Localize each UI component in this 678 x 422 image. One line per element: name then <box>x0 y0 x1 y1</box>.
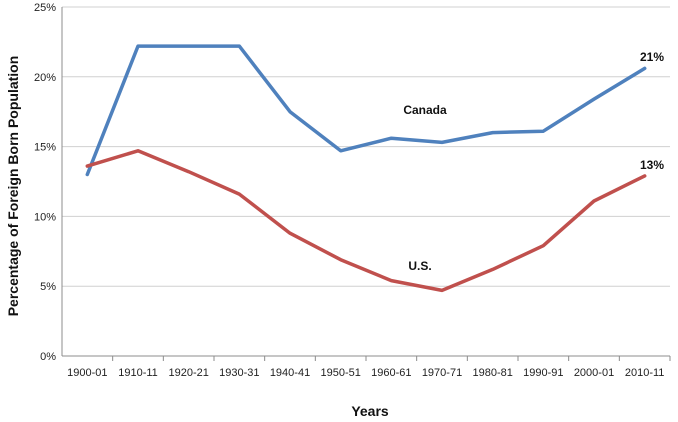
series-label-us: U.S. <box>408 259 431 273</box>
series-line-0 <box>85 44 647 177</box>
series-layer <box>85 44 647 293</box>
x-tick-label-5: 1950-51 <box>320 367 360 379</box>
x-tick-label-1: 1910-11 <box>118 367 158 379</box>
grid-layer <box>62 6 670 287</box>
series-line-1 <box>85 149 647 293</box>
y-tick-label-4: 20% <box>34 72 56 84</box>
label-layer: Years Percentage of Foreign Born Populat… <box>5 50 664 419</box>
x-tick-label-6: 1960-61 <box>371 367 411 379</box>
x-tick-label-8: 1980-81 <box>472 367 512 379</box>
y-tick-label-0: 0% <box>40 351 56 363</box>
x-tick-label-2: 1920-21 <box>168 367 208 379</box>
y-tick-label-5: 25% <box>34 2 56 14</box>
y-tick-label-2: 10% <box>34 211 56 223</box>
end-label-us: 13% <box>640 158 664 172</box>
x-tick-label-11: 2010-11 <box>625 367 665 379</box>
axis-layer: 0% 5% 10% 15% 20% 25% 1900-01 1910-11 1920-21 193… <box>34 2 671 379</box>
x-tick-label-7: 1970-71 <box>422 367 462 379</box>
x-axis-title: Years <box>351 403 389 419</box>
x-tick-label-3: 1930-31 <box>219 367 259 379</box>
x-tick-label-10: 2000-01 <box>574 367 614 379</box>
y-tick-label-3: 15% <box>34 142 56 154</box>
series-label-canada: Canada <box>403 103 447 117</box>
x-tick-label-0: 1900-01 <box>67 367 107 379</box>
x-tick-label-4: 1940-41 <box>270 367 310 379</box>
end-label-canada: 21% <box>640 50 664 64</box>
x-tick-label-9: 1990-91 <box>523 367 563 379</box>
y-axis-title: Percentage of Foreign Born Population <box>5 56 21 317</box>
y-tick-label-1: 5% <box>40 281 56 293</box>
